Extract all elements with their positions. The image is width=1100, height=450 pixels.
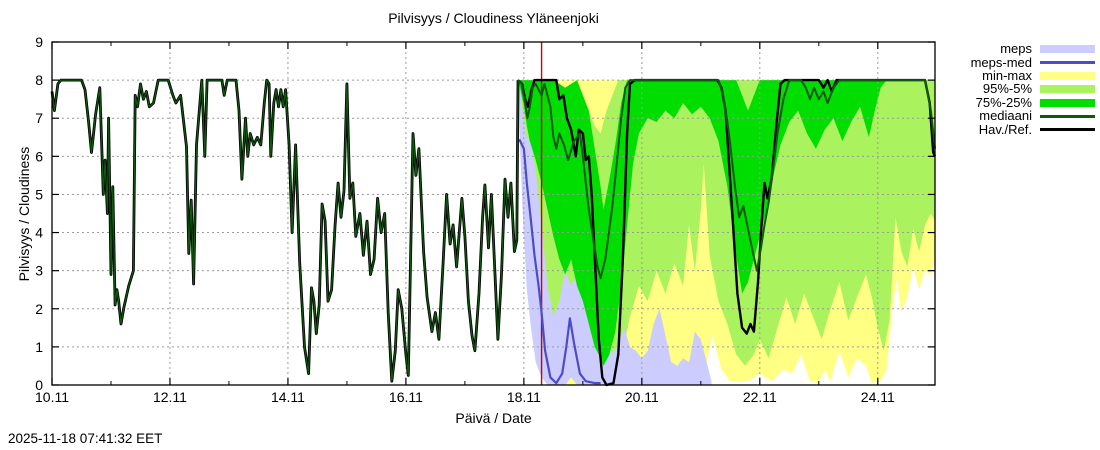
x-tick-label: 14.11 — [271, 389, 305, 405]
y-tick-label: 1 — [35, 339, 43, 355]
legend-swatch-band — [1040, 71, 1095, 80]
legend-swatch-line — [1040, 61, 1095, 65]
legend-label: mediaani — [979, 108, 1032, 124]
legend-swatch-band — [1040, 85, 1095, 94]
legend: meps meps-med min-max 95%-5% 75%-25% mediaani… — [970, 41, 1095, 137]
legend-label: 95%-5% — [982, 81, 1032, 97]
legend-item-mediaani: mediaani — [971, 108, 1095, 124]
legend-swatch-line — [1040, 128, 1095, 132]
legend-item-meps-med: meps-med — [970, 54, 1095, 70]
legend-item-75-25-: 75%-25% — [971, 94, 1095, 110]
series-observed-ref-line — [50, 78, 520, 383]
x-tick-label: 18.11 — [507, 389, 541, 405]
x-tick-label: 12.11 — [153, 389, 187, 405]
y-tick-label: 3 — [35, 263, 43, 279]
y-tick-label: 4 — [35, 225, 43, 241]
legend-label: meps — [1000, 41, 1032, 57]
y-tick-label: 0 — [35, 377, 43, 393]
legend-label: Hav./Ref. — [978, 121, 1032, 137]
x-tick-label: 20.11 — [625, 389, 659, 405]
x-axis-title: Päivä / Date — [455, 410, 532, 426]
y-tick-label: 7 — [35, 110, 43, 126]
legend-item-hav-ref-: Hav./Ref. — [971, 121, 1095, 137]
x-tick-label: 16.11 — [389, 389, 423, 405]
y-tick-label: 2 — [35, 301, 43, 317]
legend-label: meps-med — [970, 54, 1032, 70]
y-tick-label: 6 — [35, 148, 43, 164]
legend-label: min-max — [982, 67, 1032, 83]
legend-label: 75%-25% — [975, 94, 1032, 110]
legend-item-meps: meps — [971, 41, 1095, 57]
series-mediaani-line — [517, 79, 936, 280]
series-observed-median-line — [51, 79, 519, 382]
series-meps-med-line — [518, 138, 601, 385]
legend-swatch-band — [1040, 98, 1095, 107]
y-tick-label: 9 — [35, 34, 43, 50]
x-tick-label: 24.11 — [861, 389, 895, 405]
plot-border — [51, 41, 936, 386]
legend-swatch-band — [1040, 45, 1095, 54]
y-tick-label: 5 — [35, 186, 43, 202]
legend-swatch-line — [1040, 114, 1095, 118]
legend-item-min-max: min-max — [971, 67, 1095, 83]
x-tick-label: 10.11 — [35, 389, 69, 405]
band-75-25- — [519, 80, 935, 366]
legend-item-95-5-: 95%-5% — [971, 81, 1095, 97]
y-tick-label: 8 — [35, 72, 43, 88]
x-tick-label: 22.11 — [743, 389, 777, 405]
chart-title: Pilvisyys / Cloudiness Yläneenjoki — [388, 10, 599, 26]
chart-timestamp: 2025-11-18 07:41:32 EET — [8, 431, 163, 446]
